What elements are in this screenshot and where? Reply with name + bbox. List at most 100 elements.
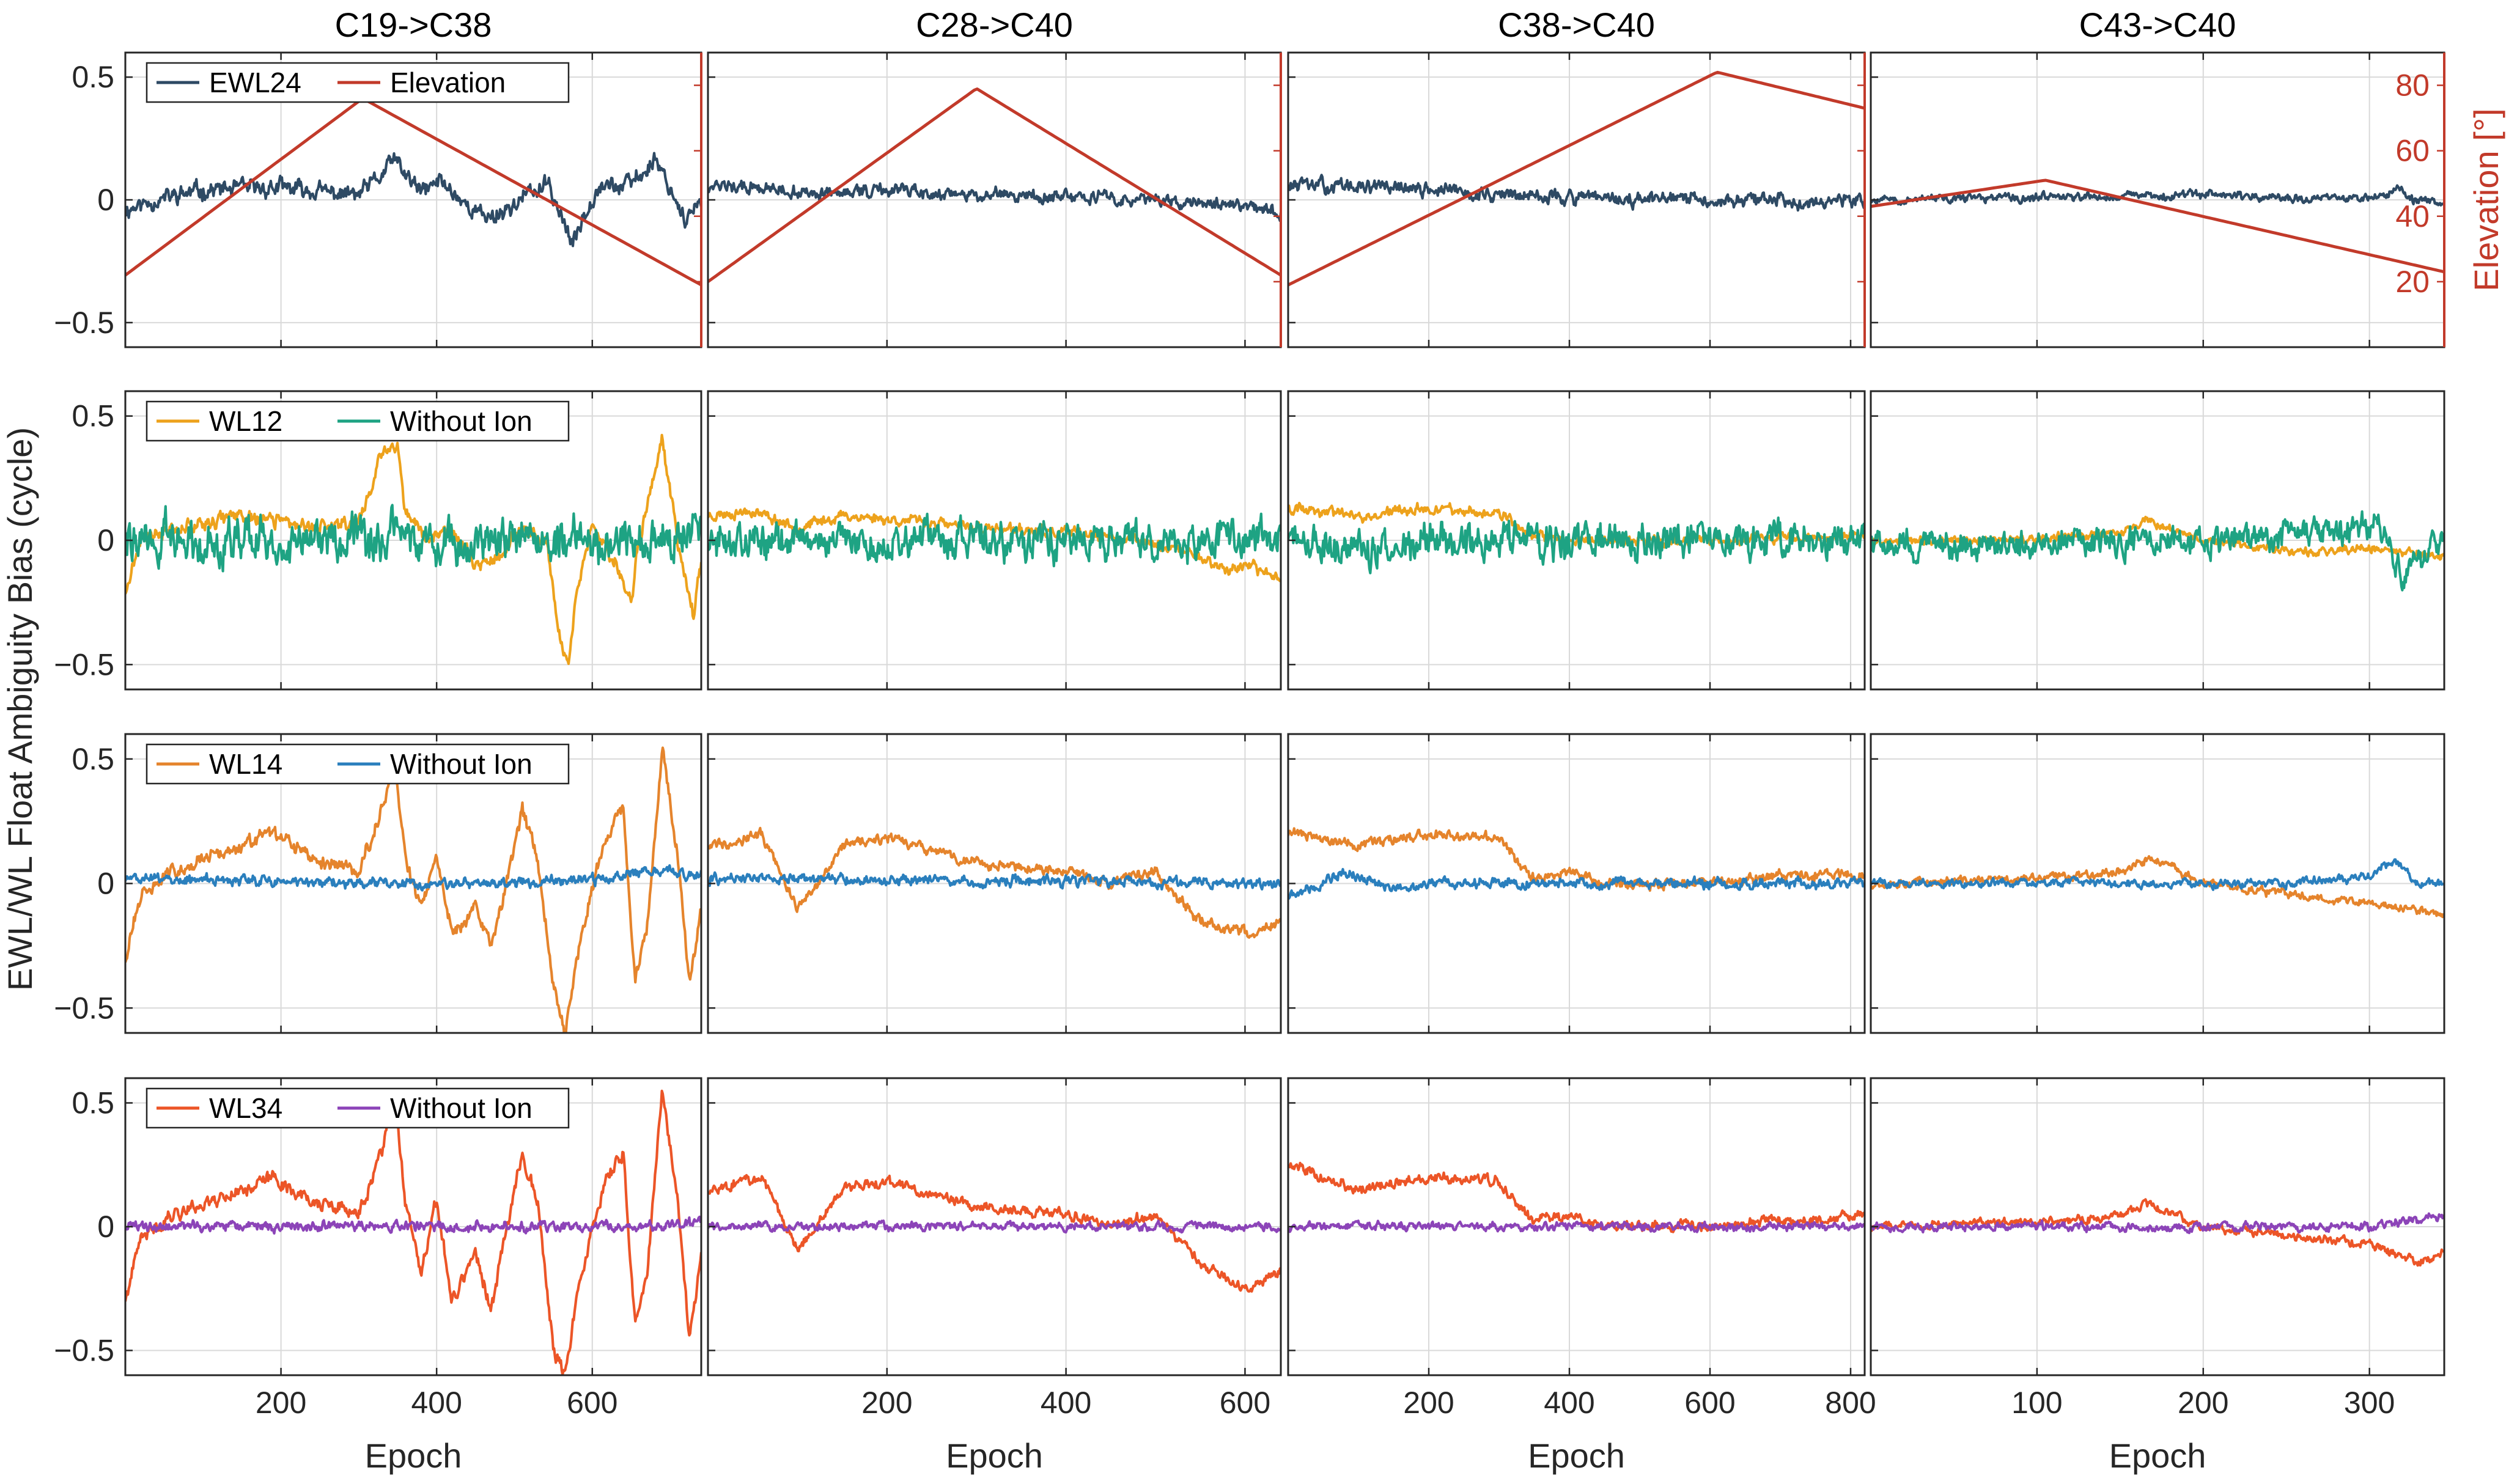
series-group: [708, 1174, 1281, 1293]
series-line-without-ion: [125, 504, 701, 573]
panel-r0-c1: C28->C40: [707, 6, 1282, 348]
legend-label: Elevation: [390, 67, 506, 98]
x-tick-label: 600: [1220, 1386, 1270, 1420]
panel-r1-c0: 0.5 0 −0.5 WL12 Without Ion: [54, 390, 702, 691]
series-line-without-ion: [708, 871, 1281, 891]
x-axis-label: Epoch: [365, 1436, 462, 1475]
panel-title: C28->C40: [916, 6, 1073, 44]
series-line-without-ion: [1288, 1219, 1865, 1233]
y-tick-label: −0.5: [54, 991, 114, 1025]
series-line-wl14: [1288, 827, 1865, 892]
series-line-ewl24: [708, 179, 1281, 222]
series-group: [708, 87, 1281, 283]
y-tick-label: 0.5: [72, 742, 114, 776]
series-line-wl34: [125, 1089, 701, 1375]
panel-r3-c2: 200 400 600 800 Epoch: [1287, 1077, 1876, 1475]
series-line-without-ion: [1871, 858, 2444, 891]
y-axis-label: EWL/WL Float Ambiguity Bias (cycle): [1, 427, 39, 991]
x-tick-label: 400: [1544, 1386, 1594, 1420]
series-group: [125, 1089, 701, 1375]
x-tick-label: 200: [861, 1386, 912, 1420]
series-line-elevation: [1288, 70, 1865, 287]
panel-grid: 0.5 0 −0.5 C19->C38 EWL24 Elevation C28->C40 C3…: [54, 6, 2505, 1475]
series-line-without-ion: [125, 864, 701, 892]
series-line-ewl24: [1871, 184, 2444, 207]
panel-title: C19->C38: [335, 6, 492, 44]
panel-title: C43->C40: [2079, 6, 2236, 44]
series-line-wl14: [708, 826, 1281, 939]
legend-label: WL14: [209, 748, 282, 780]
panel-r0-c3: C43->C40 20 40 60 80 Elevation [°]: [1870, 6, 2505, 348]
x-axis-label: Epoch: [2109, 1436, 2206, 1475]
series-line-wl14: [125, 746, 701, 1033]
series-line-wl34: [708, 1174, 1281, 1293]
series-group: [1871, 1198, 2444, 1267]
legend-label: EWL24: [209, 67, 301, 98]
y-tick-label: 0.5: [72, 1086, 114, 1120]
legend-label: Without Ion: [390, 405, 533, 437]
panel-r2-c2: [1287, 733, 1866, 1034]
series-line-elevation: [708, 87, 1281, 283]
x-tick-label: 400: [411, 1386, 462, 1420]
elevation-axis-label: Elevation [°]: [2467, 108, 2505, 291]
legend-label: Without Ion: [390, 748, 533, 780]
legend-label: WL34: [209, 1092, 282, 1124]
panel-r1-c1: [707, 390, 1282, 691]
series-group: [1871, 178, 2444, 274]
panel-r3-c1: 200 400 600 Epoch: [707, 1077, 1282, 1475]
series-group: [708, 826, 1281, 939]
x-axis-label: Epoch: [946, 1436, 1043, 1475]
series-group: [1871, 510, 2444, 592]
series-group: [125, 433, 701, 666]
series-line-wl14: [1871, 854, 2444, 919]
x-tick-label: 200: [1403, 1386, 1454, 1420]
y-tick-label: −0.5: [54, 1334, 114, 1368]
panel-r3-c3: 100 200 300 Epoch: [1870, 1077, 2445, 1475]
x-axis-label: Epoch: [1528, 1436, 1625, 1475]
x-tick-label: 800: [1825, 1386, 1876, 1420]
x-tick-label: 600: [567, 1386, 617, 1420]
elevation-tick-label: 20: [2395, 265, 2430, 299]
series-line-without-ion: [1288, 867, 1865, 900]
y-tick-label: 0: [97, 867, 114, 901]
legend-label: WL12: [209, 405, 282, 437]
series-group: [1871, 854, 2444, 919]
legend-label: Without Ion: [390, 1092, 533, 1124]
y-tick-label: 0.5: [72, 60, 114, 94]
x-tick-label: 400: [1041, 1386, 1091, 1420]
legend: WL34 Without Ion: [146, 1087, 570, 1129]
x-tick-label: 300: [2344, 1386, 2395, 1420]
series-line-without-ion: [1871, 1212, 2444, 1235]
panel-r1-c2: [1287, 390, 1866, 691]
series-line-without-ion: [1288, 516, 1865, 575]
x-tick-label: 100: [2011, 1386, 2062, 1420]
y-tick-label: 0.5: [72, 399, 114, 433]
legend: EWL24 Elevation: [146, 62, 570, 103]
series-line-without-ion: [708, 1219, 1281, 1234]
series-line-elevation: [125, 98, 701, 287]
series-line-wl34: [1288, 1161, 1865, 1233]
panel-r0-c0: 0.5 0 −0.5 C19->C38 EWL24 Elevation: [54, 6, 702, 348]
y-tick-label: 0: [97, 1210, 114, 1244]
elevation-tick-label: 40: [2395, 199, 2430, 233]
panel-r0-c2: C38->C40: [1287, 6, 1866, 348]
series-group: [1288, 501, 1865, 575]
series-line-wl34: [1871, 1198, 2444, 1267]
legend: WL14 Without Ion: [146, 743, 570, 785]
panel-r2-c0: 0.5 0 −0.5 WL14 Without Ion: [54, 733, 702, 1034]
x-tick-label: 200: [256, 1386, 306, 1420]
series-line-without-ion: [125, 1215, 701, 1235]
series-group: [125, 98, 701, 287]
series-line-ewl24: [125, 152, 701, 248]
y-tick-label: −0.5: [54, 306, 114, 340]
y-tick-label: −0.5: [54, 647, 114, 681]
series-group: [708, 507, 1281, 582]
y-tick-label: 0: [97, 523, 114, 557]
series-line-wl12: [1288, 501, 1865, 549]
series-group: [1288, 1161, 1865, 1233]
x-tick-label: 600: [1684, 1386, 1735, 1420]
series-line-elevation: [1871, 178, 2444, 274]
elevation-tick-label: 80: [2395, 68, 2430, 103]
series-group: [125, 746, 701, 1033]
